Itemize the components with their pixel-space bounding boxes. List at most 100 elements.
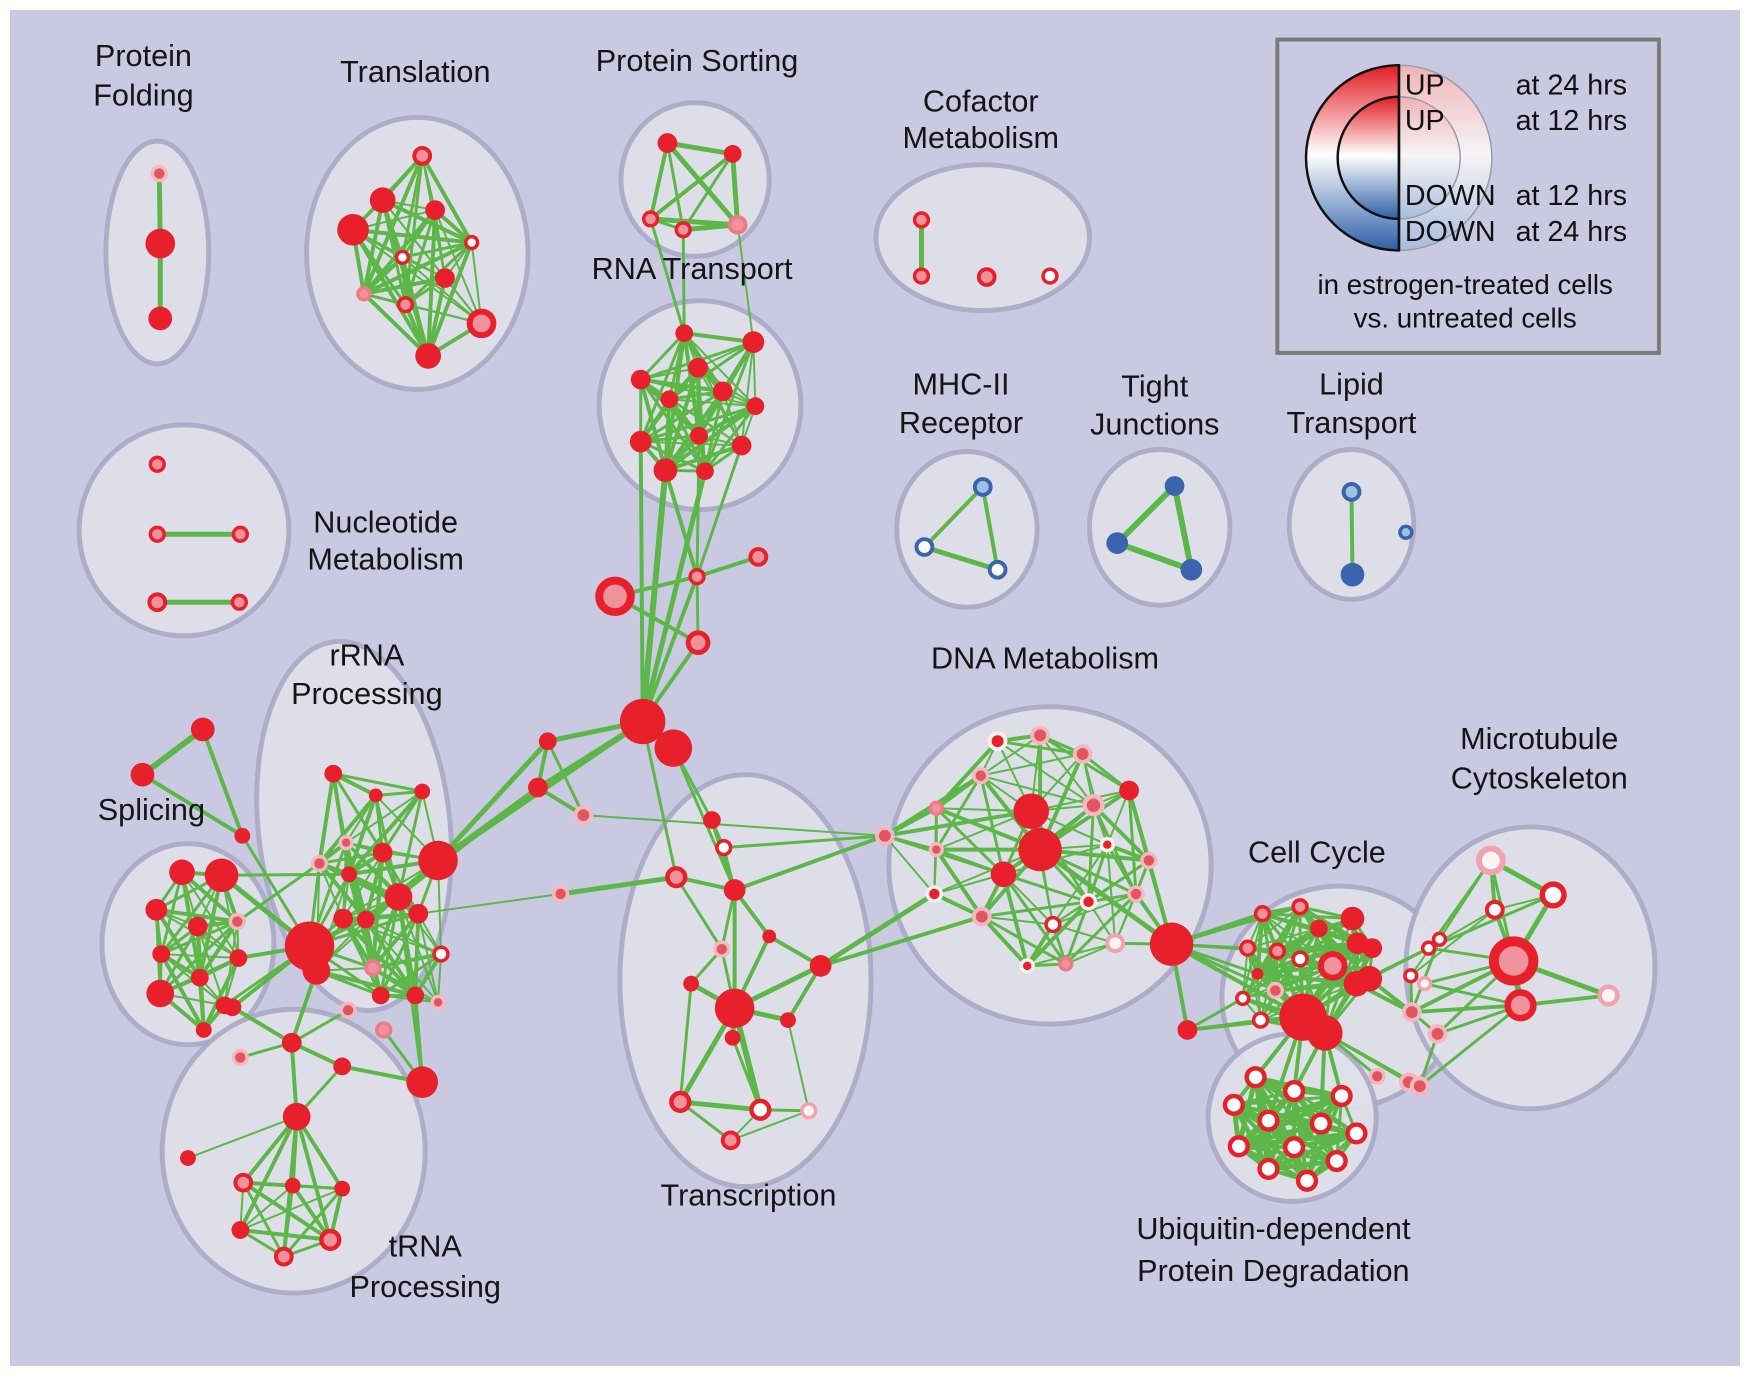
- edge: [665, 141, 685, 232]
- node-rt8: [690, 426, 708, 445]
- edge: [668, 398, 757, 408]
- legend-row-time-2: at 12 hrs: [1516, 180, 1628, 212]
- edge: [317, 851, 385, 865]
- edge: [979, 774, 1095, 807]
- edge: [140, 772, 245, 838]
- node-dm4: [972, 767, 990, 785]
- edge: [235, 861, 321, 924]
- node-tn6: [319, 1228, 342, 1251]
- node-dm12: [990, 861, 1017, 888]
- legend-caption-1: vs. untreated cells: [1354, 302, 1577, 333]
- legend-circle-half: [1336, 95, 1401, 221]
- edge: [1246, 927, 1320, 950]
- node-cc21: [1368, 1067, 1386, 1085]
- edge: [331, 772, 424, 793]
- edge: [342, 851, 384, 920]
- edge: [282, 1187, 344, 1259]
- edge: [220, 872, 351, 877]
- node-rr10: [333, 908, 354, 929]
- edge: [639, 331, 686, 444]
- cluster-label-protein-sorting: Protein Sorting: [596, 44, 799, 78]
- node-rr3: [414, 783, 431, 800]
- cluster-ellipse-protein-sorting: [618, 100, 772, 259]
- node-rr28: [406, 1066, 439, 1098]
- edge: [200, 727, 245, 838]
- edge: [640, 468, 708, 724]
- node-cc6: [1362, 938, 1383, 959]
- node-tc10: [780, 1012, 796, 1028]
- edge: [417, 892, 562, 915]
- node-lp2: [1340, 562, 1365, 587]
- node-mc1: [1476, 845, 1506, 876]
- node-rt6: [660, 390, 679, 409]
- node-ub3: [1330, 1084, 1353, 1108]
- edge: [352, 228, 483, 325]
- node-cc12: [1266, 981, 1285, 1000]
- legend-row-time-0: at 24 hrs: [1516, 69, 1628, 101]
- legend-circle-half: [1398, 95, 1461, 220]
- edge: [979, 774, 1005, 876]
- edge: [703, 404, 757, 473]
- edge: [238, 1114, 299, 1232]
- node-rt9: [629, 430, 652, 453]
- edge: [371, 966, 440, 1004]
- node-tj2: [1106, 532, 1129, 554]
- cluster-label-splicing: Splicing: [98, 793, 205, 827]
- node-ub2: [1283, 1079, 1306, 1103]
- cluster-label-rrna-processing: rRNA Processing: [291, 638, 443, 710]
- node-layer: [130, 133, 1620, 1267]
- node-dm14: [1140, 851, 1158, 870]
- node-tc9: [714, 988, 755, 1028]
- node-mh3: [987, 559, 1008, 580]
- node-cc24: [1409, 1076, 1430, 1096]
- node-tc13: [749, 1098, 772, 1121]
- edge: [400, 241, 474, 259]
- edge: [345, 790, 424, 844]
- node-tc1: [702, 811, 721, 829]
- cluster-ellipse-cofactor: [873, 162, 1092, 314]
- edge: [639, 467, 669, 725]
- edge: [241, 1114, 299, 1185]
- node-rr7: [418, 840, 458, 881]
- node-rr17: [406, 986, 425, 1005]
- edge: [641, 720, 678, 879]
- node-sp3: [145, 898, 168, 921]
- cluster-label-cofactor: Cofactor Metabolism: [902, 85, 1059, 155]
- edge: [639, 404, 757, 444]
- node-rt10: [731, 435, 752, 456]
- edge: [979, 753, 1084, 777]
- edge: [1002, 872, 1068, 966]
- node-tj1: [1164, 476, 1185, 496]
- edge: [922, 484, 985, 550]
- cluster-label-trna-processing: tRNA Processing: [349, 1230, 501, 1304]
- edge: [294, 1114, 333, 1242]
- node-cc23: [1401, 1002, 1422, 1023]
- edge: [139, 726, 206, 778]
- edge: [435, 738, 551, 863]
- node-st2: [130, 762, 155, 787]
- node-dm20: [1019, 958, 1035, 974]
- node-dm7: [1082, 794, 1105, 817]
- edge: [1171, 483, 1195, 573]
- edge: [181, 871, 240, 960]
- cluster-ellipse-mhc: [894, 449, 1040, 610]
- node-cc3: [1340, 906, 1365, 931]
- edge: [683, 332, 757, 408]
- edge: [1114, 540, 1195, 573]
- node-rr22: [281, 1032, 302, 1053]
- node-tc14: [800, 1102, 818, 1120]
- edge: [1423, 982, 1523, 1007]
- legend-row-direction-3: DOWN: [1405, 216, 1496, 248]
- node-tr3: [337, 213, 369, 246]
- edge: [397, 786, 540, 899]
- cluster-label-cell-cycle: Cell Cycle: [1248, 835, 1386, 869]
- edge: [363, 917, 418, 998]
- node-rr14: [364, 959, 382, 977]
- node-pf1: [150, 164, 168, 183]
- edge: [818, 914, 984, 968]
- edge: [664, 140, 741, 228]
- edge: [413, 911, 421, 998]
- node-tn7: [273, 1246, 294, 1267]
- node-rr20: [223, 998, 242, 1017]
